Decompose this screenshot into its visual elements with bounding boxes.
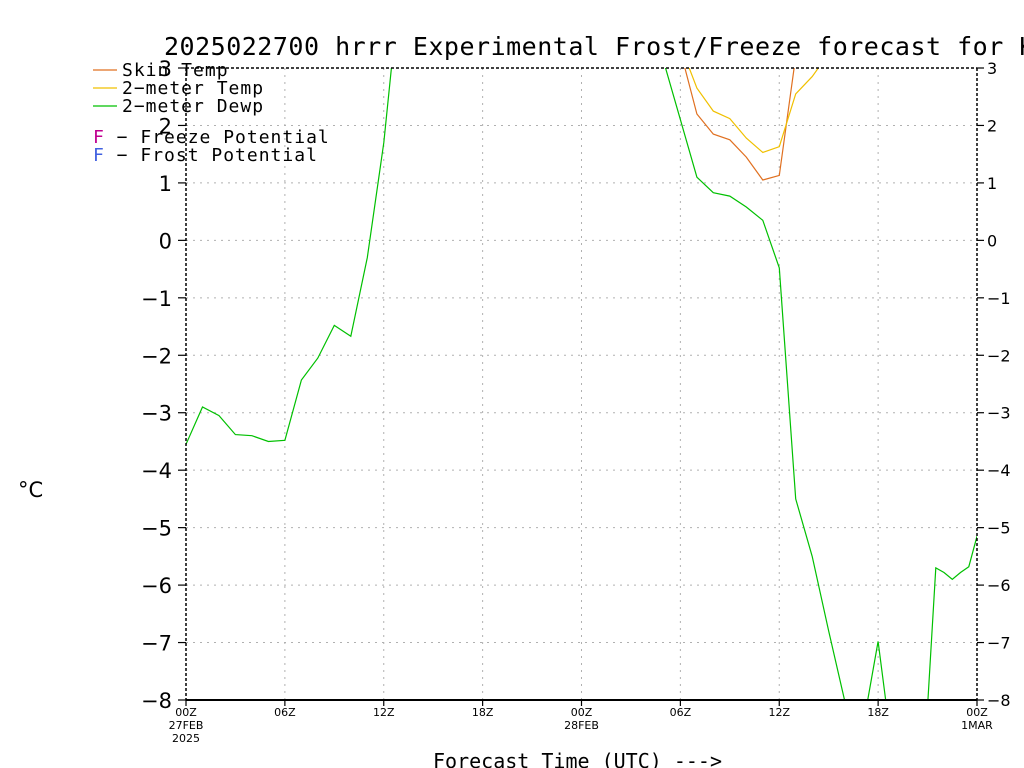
x-tick-label: 28FEB	[564, 719, 599, 732]
y-tick-label-right: −8	[987, 691, 1011, 710]
x-tick-label: 2025	[172, 732, 200, 745]
y-tick-label-right: 0	[987, 231, 997, 250]
y-tick-label-left: −7	[141, 632, 172, 656]
x-tick-label: 00Z	[571, 706, 593, 719]
y-tick-label-left: −4	[141, 459, 172, 483]
x-tick-label: 06Z	[670, 706, 692, 719]
x-tick-label: 12Z	[768, 706, 790, 719]
annotation-entry: F − Frost Potential	[93, 145, 318, 166]
series-line-2-meter-temp	[688, 68, 820, 154]
x-tick-label: 00Z	[175, 706, 197, 719]
legend-label: 2−meter Dewp	[122, 96, 264, 117]
y-tick-label-left: −8	[141, 689, 172, 713]
chart-title: 2025022700 hrrr Experimental Frost/Freez…	[164, 32, 1024, 61]
y-axis-label: °C	[18, 478, 43, 502]
y-tick-label-left: 3	[159, 57, 172, 81]
annotation-entry: F − Freeze Potential	[93, 127, 330, 148]
grid-lines	[186, 68, 977, 700]
y-tick-label-right: 2	[987, 116, 997, 135]
y-tick-label-right: −2	[987, 346, 1011, 365]
x-tick-label: 18Z	[867, 706, 889, 719]
y-tick-label-right: 1	[987, 174, 997, 193]
y-tick-label-right: 3	[987, 59, 997, 78]
x-tick-label: 06Z	[274, 706, 296, 719]
y-tick-label-right: −6	[987, 576, 1011, 595]
y-tick-label-left: −1	[141, 287, 172, 311]
y-tick-label-right: −4	[987, 461, 1011, 480]
y-axis-right-ticks: 3 2 1 0 −1 −2 −3 −4 −5 −6 −7 −8	[977, 59, 1011, 710]
y-tick-label-right: −3	[987, 404, 1011, 423]
legend-label: 2−meter Temp	[122, 78, 264, 99]
y-tick-label-left: −2	[141, 344, 172, 368]
x-tick-label: 12Z	[373, 706, 395, 719]
x-tick-label: 18Z	[472, 706, 494, 719]
y-tick-label-right: −5	[987, 519, 1011, 538]
x-tick-label: 27FEB	[169, 719, 204, 732]
y-tick-label-left: 1	[159, 172, 172, 196]
series-line-skin-temp	[684, 68, 795, 181]
series-layer	[186, 68, 977, 700]
y-tick-label-right: −7	[987, 634, 1011, 653]
y-tick-label-left: 0	[159, 229, 172, 253]
x-tick-label: 1MAR	[961, 719, 993, 732]
y-tick-label-left: −3	[141, 402, 172, 426]
y-tick-label-right: −1	[987, 289, 1011, 308]
y-tick-label-left: 2	[159, 114, 172, 138]
series-line-2-meter-dewp	[186, 68, 977, 700]
y-tick-label-left: −5	[141, 517, 172, 541]
legend-label: Skin Temp	[122, 60, 229, 81]
x-axis-label: Forecast Time (UTC) --->	[433, 749, 722, 768]
y-axis-left-ticks: 3 2 1 0 −1 −2 −3 −4 −5 −6 −7 −8	[141, 57, 186, 713]
x-tick-label: 00Z	[966, 706, 988, 719]
y-tick-label-left: −6	[141, 574, 172, 598]
